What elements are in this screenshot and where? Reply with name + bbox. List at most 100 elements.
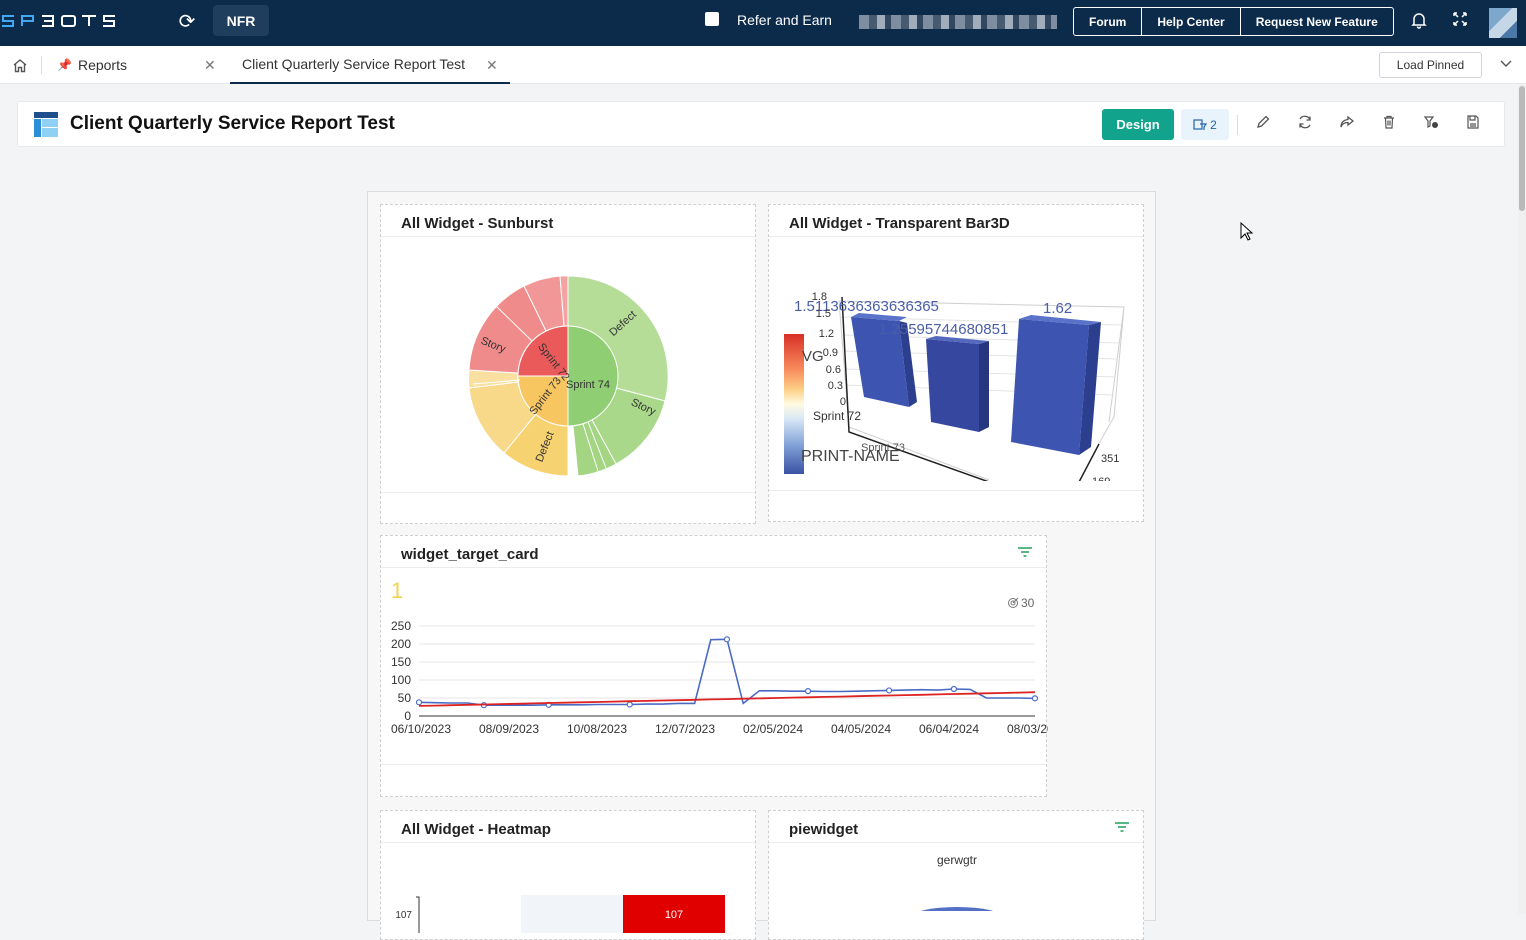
schedule-icon[interactable]: [1421, 114, 1441, 134]
widget-sunburst[interactable]: All Widget - Sunburst Sprint 74: [380, 204, 756, 524]
series-point: [626, 701, 633, 708]
widget-footer: [381, 764, 1046, 765]
filter-db-icon: [1193, 119, 1208, 130]
widget-footer: [769, 490, 1143, 491]
expand-icon[interactable]: [1452, 11, 1468, 32]
heatmap-axis: [416, 896, 420, 933]
bar3d-bar-sprint-72: [851, 313, 917, 407]
report-table-icon: [34, 112, 58, 137]
series-point: [804, 688, 812, 695]
tab-reports-label: Reports: [77, 57, 127, 73]
x-tick-label: 02/05/2024: [743, 722, 803, 736]
y-tick-label: 150: [391, 655, 411, 669]
heatmap-chart: 107 107: [395, 895, 725, 933]
x-tick-label: 04/05/2024: [831, 722, 891, 736]
bar3d-bar-sprint-73: [926, 336, 989, 432]
series-point: [415, 699, 423, 706]
widget-target-card[interactable]: widget_target_card 1 30 0 50 100 150 200 250 0…: [380, 535, 1048, 797]
widget-divider: [769, 842, 1143, 843]
bar3d-z-tick: 0.9: [823, 347, 838, 359]
chevron-down-icon[interactable]: [1499, 56, 1513, 71]
pencil-icon[interactable]: [1253, 114, 1273, 134]
y-tick-label: 250: [391, 619, 411, 633]
widget-divider: [381, 567, 1046, 568]
design-button[interactable]: Design: [1102, 109, 1174, 140]
target-value-text: 30: [1021, 596, 1035, 610]
pie-chart-title: gerwgtr: [936, 853, 977, 867]
home-icon[interactable]: [12, 58, 28, 73]
bar3d-bar-third: [1011, 315, 1101, 455]
series-point: [1031, 695, 1039, 702]
save-icon[interactable]: [1463, 114, 1483, 134]
series-point: [723, 636, 731, 643]
tab-reports[interactable]: 📌 Reports ✕: [57, 46, 222, 84]
widget-heatmap[interactable]: All Widget - Heatmap 107 107: [380, 810, 756, 940]
toolbar-separator: [1237, 115, 1238, 135]
refresh-icon[interactable]: [1295, 114, 1315, 134]
sunburst-inner-sprint-74: [567, 325, 619, 427]
visual-map-bar[interactable]: [784, 334, 804, 474]
bar3d-axis-label: PRINT-NAME: [801, 448, 900, 465]
sunburst-inner-sprint-72: [517, 325, 569, 377]
forum-link[interactable]: Forum: [1074, 8, 1143, 35]
report-header: Client Quarterly Service Report Test Des…: [17, 101, 1505, 147]
bar3d-z-tick: 1.2: [819, 328, 834, 340]
series-point: [886, 687, 893, 694]
help-center-link[interactable]: Help Center: [1142, 8, 1241, 35]
bar3d-value-label-1: 1.5113636363636365: [794, 298, 939, 315]
bar3d-value-label-2: 1.62: [1043, 300, 1072, 317]
target-icon: [1008, 597, 1019, 608]
scrollbar-thumb[interactable]: [1519, 86, 1525, 211]
request-feature-link[interactable]: Request New Feature: [1255, 14, 1378, 29]
bar3d-x-tick: Sprint 72: [813, 409, 861, 423]
tabs-row: 📌 Reports ✕ Client Quarterly Service Rep…: [0, 46, 1526, 84]
widget-footer: [381, 492, 755, 493]
bar3d-z-tick: 0.3: [828, 380, 843, 392]
widget-pie[interactable]: piewidget gerwgtr: [768, 810, 1144, 940]
bar3d-z-ticks: 1.8 1.5 1.2 0.9 0.6 0.3 0: [812, 291, 846, 408]
widget-divider: [381, 236, 755, 237]
close-icon[interactable]: ✕: [486, 57, 498, 73]
series-point: [950, 685, 958, 693]
line-chart: 0 50 100 150 200 250 06/10/2023 08/09/2023 10/08…: [391, 619, 1048, 736]
y-tick-label: 100: [391, 673, 411, 687]
user-avatar[interactable]: [1489, 8, 1517, 38]
widget-title: All Widget - Transparent Bar3D: [789, 215, 1010, 232]
page-scrollbar[interactable]: [1518, 84, 1526, 914]
close-icon[interactable]: ✕: [204, 57, 216, 73]
pie-chart: [921, 907, 993, 911]
sunburst-thin-lines: [472, 305, 607, 472]
load-pinned-button[interactable]: Load Pinned: [1379, 52, 1482, 78]
widget-title: All Widget - Sunburst: [401, 215, 554, 232]
nfr-button[interactable]: NFR: [213, 5, 269, 36]
widget-title: All Widget - Heatmap: [401, 821, 551, 838]
widget-bar3d[interactable]: All Widget - Transparent Bar3D: [768, 204, 1144, 522]
widget-divider: [769, 236, 1143, 237]
trash-icon[interactable]: [1379, 114, 1399, 134]
bar3d-x-tick: Sprint 73: [861, 442, 905, 454]
bar3d-z-tick: 1.8: [812, 291, 827, 303]
sunburst-chart: Sprint 74 Sprint 72 Sprint 73 Defect Sto…: [468, 275, 669, 477]
filter-icon[interactable]: [1115, 822, 1129, 832]
bar3d-chart: 1.5113636363636365 1.62 1.25595744680851…: [784, 291, 1125, 481]
bell-icon[interactable]: [1410, 11, 1428, 34]
x-tick-label: 12/07/2023: [655, 722, 715, 736]
filter-count-button[interactable]: 2: [1181, 109, 1229, 140]
tab-client-report[interactable]: Client Quarterly Service Report Test ✕: [230, 46, 510, 84]
bar3d-value-label-3: 1.25595744680851: [879, 321, 1008, 338]
sync-icon[interactable]: ⟳: [178, 11, 196, 33]
refer-and-earn-link[interactable]: Refer and Earn: [737, 12, 832, 28]
x-tick-label: 06/04/2024: [919, 722, 979, 736]
bar3d-y-tick: 169: [1092, 476, 1110, 481]
bar3d-z-label: VG: [802, 348, 824, 365]
widget-divider: [381, 842, 755, 843]
bar3d-y-tick: 351: [1101, 453, 1119, 465]
spbots-logo-icon: [2, 15, 115, 27]
top-nav: Forum Help Center Request New Feature: [1073, 7, 1394, 36]
top-bar: ⟳ NFR Refer and Earn Forum Help Center R…: [0, 0, 1526, 46]
widget-title: widget_target_card: [401, 546, 539, 563]
app-logo[interactable]: [0, 10, 126, 32]
refer-checkbox[interactable]: [705, 12, 719, 26]
filter-icon[interactable]: [1018, 547, 1032, 557]
share-icon[interactable]: [1337, 114, 1357, 134]
